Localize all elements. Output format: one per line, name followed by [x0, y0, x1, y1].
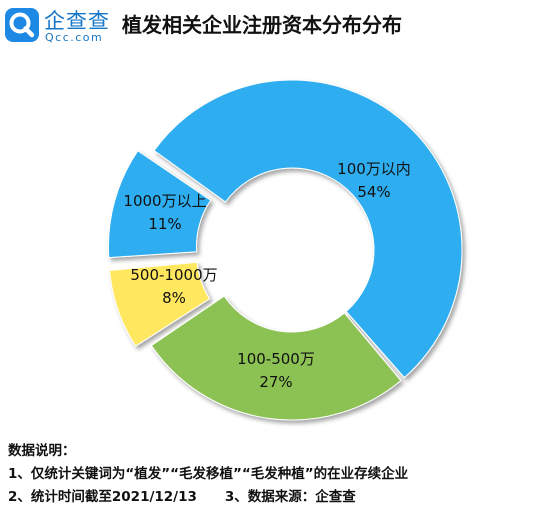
magnifier-logo-icon: [5, 8, 39, 42]
note-data-source: 3、数据来源：企查查: [224, 489, 356, 505]
slice-category-label: 500-1000万: [130, 266, 217, 284]
notes-heading: 数据说明：: [8, 443, 76, 459]
qcc-logo: 企查查 Qcc.com: [4, 6, 116, 46]
slice-category-label: 100万以内: [337, 160, 411, 178]
donut-slice: [153, 79, 463, 379]
donut-slice: [107, 150, 212, 259]
note-statistics-date: 2、统计时间截至2021/12/13: [8, 489, 197, 505]
slice-percent-label: 54%: [357, 183, 390, 201]
donut-slice: [108, 261, 211, 347]
slice-category-label: 100-500万: [237, 350, 315, 368]
slice-percent-label: 27%: [259, 373, 292, 391]
slice-percent-label: 8%: [162, 289, 186, 307]
note-line-2: 2、统计时间截至2021/12/13 3、数据来源：企查查: [8, 486, 408, 509]
donut-chart: 100万以内 54% 100-500万 27% 500-1000万 8% 1000万以上 11…: [107, 79, 463, 421]
page-title: 植发相关企业注册资本分布分布: [122, 13, 402, 37]
logo-text: 企查查: [44, 9, 110, 33]
notes: 数据说明： 1、仅统计关键词为“植发”“毛发移植”“毛发种植”的在业存续企业 2…: [8, 440, 408, 509]
slice-category-label: 1000万以上: [123, 192, 206, 210]
note-line-1: 1、仅统计关键词为“植发”“毛发移植”“毛发种植”的在业存续企业: [8, 466, 409, 482]
slice-percent-label: 11%: [148, 215, 181, 233]
logo-domain: Qcc.com: [45, 31, 104, 44]
donut-slice: [150, 295, 402, 421]
